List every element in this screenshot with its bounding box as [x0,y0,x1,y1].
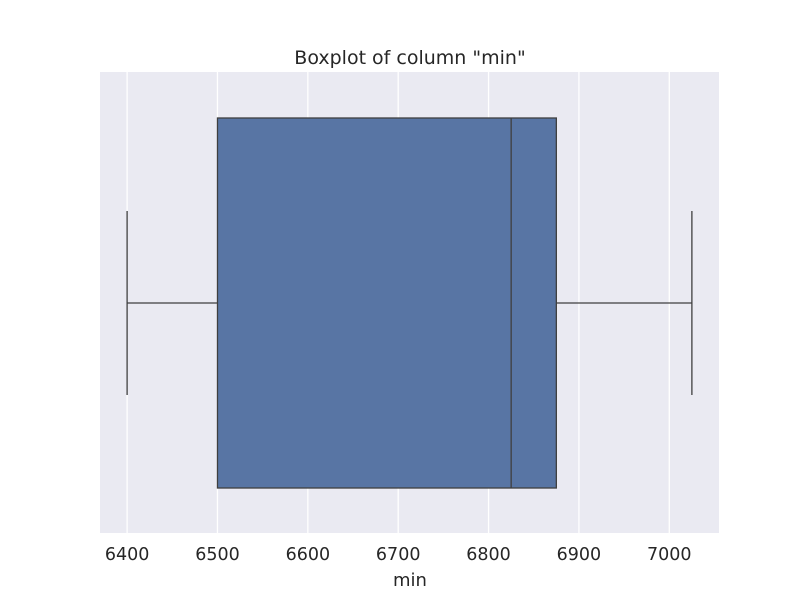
x-tick-label: 7000 [647,545,692,565]
x-tick-label: 6500 [195,545,240,565]
iqr-box [216,117,557,489]
x-tick-label: 6800 [466,545,511,565]
chart-title: Boxplot of column "min" [294,47,525,69]
x-tick-label: 6900 [557,545,602,565]
x-tick-label: 6700 [376,545,421,565]
x-tick-labels: 6400 6500 6600 6700 6800 6900 7000 [105,545,692,565]
whiskers [126,211,693,395]
x-axis-title: min [393,570,427,591]
x-tick-label: 6600 [286,545,331,565]
x-tick-label: 6400 [105,545,150,565]
